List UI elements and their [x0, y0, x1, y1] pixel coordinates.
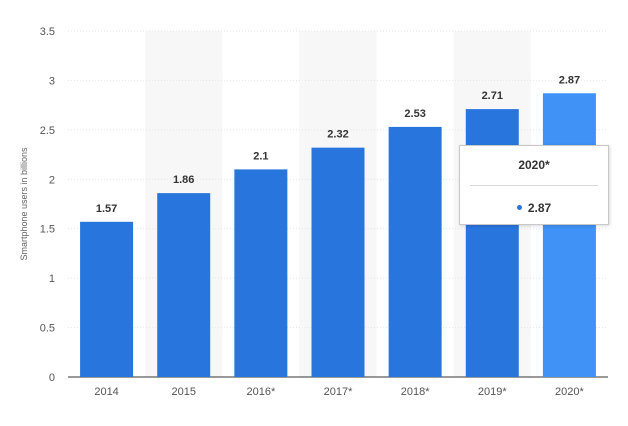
tooltip-value: 2.87 [527, 201, 552, 215]
y-tick-label: 3 [49, 75, 55, 87]
y-axis-title: Smartphone users in billions [19, 147, 29, 261]
value-label: 2.1 [253, 150, 268, 162]
bar [80, 221, 134, 377]
bar [234, 169, 288, 377]
x-tick-label: 2020* [555, 386, 584, 398]
x-tick-label: 2018* [401, 386, 430, 398]
bar [311, 147, 365, 377]
bar [542, 93, 596, 377]
value-label: 2.53 [404, 108, 425, 120]
bar [388, 126, 442, 378]
y-tick-label: 2 [49, 174, 55, 186]
x-tick-label: 2014 [94, 386, 118, 398]
value-label: 2.32 [327, 129, 348, 141]
x-tick-label: 2016* [246, 386, 275, 398]
tooltip-value-row: 2.87 [460, 201, 608, 215]
value-label: 2.87 [559, 74, 580, 86]
value-label: 2.71 [482, 90, 503, 102]
y-tick-label: 2.5 [40, 125, 55, 137]
y-tick-label: 0.5 [40, 323, 55, 335]
value-label: 1.57 [96, 203, 117, 215]
tooltip-title: 2020* [518, 158, 550, 172]
tooltip-divider [470, 185, 598, 186]
y-tick-label: 1 [49, 273, 55, 285]
y-tick-label: 3.5 [40, 26, 55, 38]
y-tick-label: 0 [49, 372, 55, 384]
value-label: 1.86 [173, 174, 194, 186]
bar [157, 193, 211, 377]
x-tick-label: 2019* [478, 386, 507, 398]
y-tick-label: 1.5 [40, 224, 55, 236]
chart-tooltip: 2020* 2.87 [459, 145, 609, 225]
series-dot-icon [516, 205, 522, 211]
x-tick-label: 2017* [324, 386, 353, 398]
x-tick-label: 2015 [171, 386, 195, 398]
